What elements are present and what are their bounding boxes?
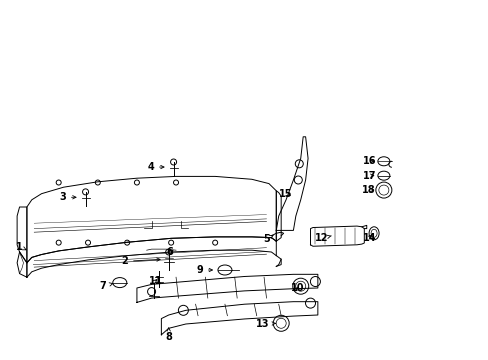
Text: 13: 13	[256, 319, 275, 329]
Polygon shape	[137, 274, 317, 302]
Text: 15: 15	[279, 189, 292, 199]
Polygon shape	[276, 191, 281, 241]
Text: 10: 10	[290, 283, 304, 293]
Polygon shape	[276, 137, 307, 230]
Polygon shape	[17, 252, 27, 277]
Text: 2: 2	[121, 256, 160, 266]
Text: 5: 5	[263, 234, 272, 244]
Text: 1: 1	[16, 242, 26, 252]
Text: 18: 18	[362, 185, 375, 195]
Polygon shape	[310, 226, 364, 246]
Text: 16: 16	[362, 156, 375, 166]
Polygon shape	[27, 176, 276, 263]
Text: 17: 17	[362, 171, 375, 181]
Polygon shape	[161, 302, 317, 335]
Text: 14: 14	[362, 233, 375, 243]
Text: 12: 12	[314, 233, 331, 243]
Text: 11: 11	[148, 276, 162, 286]
Text: 7: 7	[99, 281, 113, 291]
Text: 4: 4	[147, 162, 163, 172]
Polygon shape	[17, 207, 27, 263]
Text: 6: 6	[166, 247, 173, 257]
Text: 3: 3	[59, 192, 76, 202]
Text: 9: 9	[196, 265, 212, 275]
Text: 8: 8	[165, 328, 172, 342]
